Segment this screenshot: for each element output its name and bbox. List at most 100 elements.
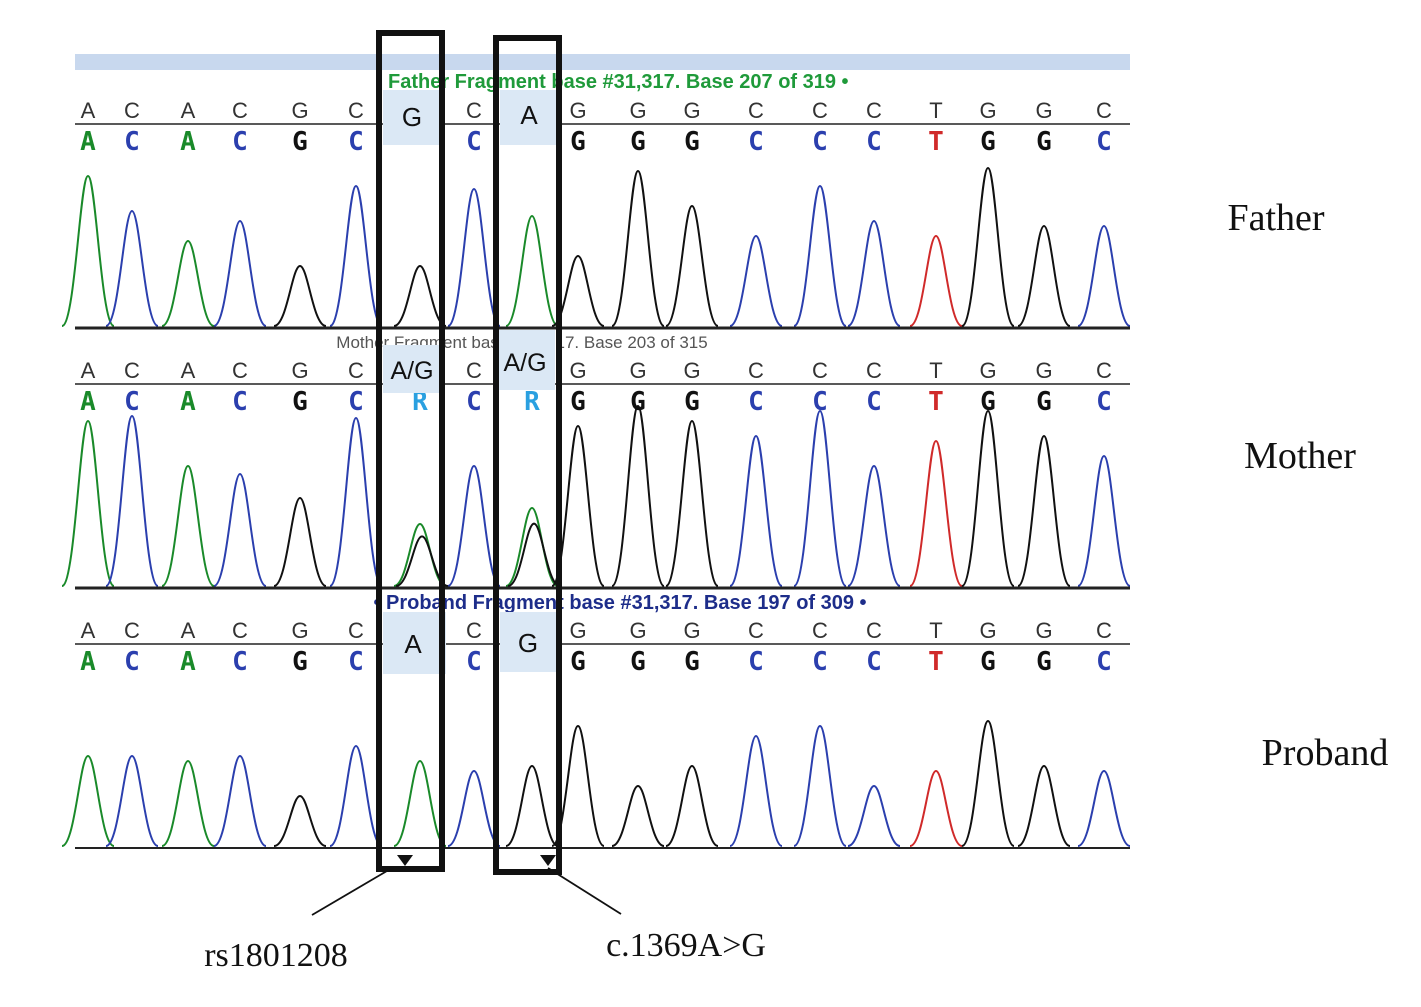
- trace-group: [61, 166, 1131, 847]
- marker-left: [397, 855, 413, 866]
- proband-trace-peak: [909, 769, 963, 847]
- mother-trace-peak: [793, 409, 847, 587]
- proband-called-base: C: [232, 618, 248, 643]
- father-base-letter: G: [570, 127, 586, 157]
- father-base-letter: G: [980, 127, 996, 157]
- father-called-base: G: [979, 98, 996, 123]
- proband-trace-peak: [1077, 769, 1131, 847]
- mother-base-letter: C: [812, 387, 828, 417]
- father-trace-peak: [793, 184, 847, 327]
- father-called-base: G: [291, 98, 308, 123]
- mother-base-letter: C: [1096, 387, 1112, 417]
- father-called-base: C: [1096, 98, 1112, 123]
- mother-base-letter: C: [232, 387, 248, 417]
- proband-trace-peak: [961, 719, 1015, 847]
- mother-base-letter: C: [466, 387, 482, 417]
- mother-base-letter: A: [80, 387, 96, 417]
- proband-call-right: G: [518, 628, 538, 658]
- proband-called-base: T: [929, 618, 942, 643]
- mother-trace-peak: [447, 464, 501, 587]
- father-base-letter: C: [348, 127, 364, 157]
- father-base-letter: C: [866, 127, 882, 157]
- father-called-base: C: [348, 98, 364, 123]
- father-called-base: G: [1035, 98, 1052, 123]
- proband-call-box-left: [383, 612, 446, 674]
- annotation-rs1801208: rs1801208: [204, 937, 348, 974]
- mother-call-right: A/G: [503, 349, 546, 377]
- proband-trace-peak: [505, 764, 559, 847]
- father-called-base: A: [181, 98, 196, 123]
- proband-base-letter: C: [348, 647, 364, 677]
- father-base-letter: C: [232, 127, 248, 157]
- father-trace-peak: [61, 174, 115, 327]
- father-called-base: G: [683, 98, 700, 123]
- mother-trace-peak: [961, 409, 1015, 587]
- mother-trace-peak: [847, 464, 901, 587]
- mother-trace-peak: [729, 434, 783, 587]
- highlight-box-rs1801208: [376, 30, 445, 872]
- label-father: Father: [1227, 197, 1324, 239]
- proband-called-base: G: [629, 618, 646, 643]
- father-trace-peak: [1077, 224, 1131, 327]
- mother-called-base: G: [1035, 358, 1052, 383]
- proband-called-base: G: [569, 618, 586, 643]
- mother-called-base: C: [1096, 358, 1112, 383]
- proband-base-letter: C: [1096, 647, 1112, 677]
- father-base-letter: A: [180, 127, 196, 157]
- mother-base-letter: C: [348, 387, 364, 417]
- proband-called-base: C: [748, 618, 764, 643]
- mother-base-letter: T: [928, 387, 944, 417]
- mother-called-base: G: [629, 358, 646, 383]
- proband-called-base: C: [1096, 618, 1112, 643]
- father-called-base: C: [124, 98, 140, 123]
- mother-trace-peak: [213, 472, 267, 587]
- father-base-letter: C: [466, 127, 482, 157]
- proband-call-box-right: [500, 612, 558, 672]
- mother-called-base: T: [929, 358, 942, 383]
- proband-called-base: C: [124, 618, 140, 643]
- proband-base-letter: G: [630, 647, 646, 677]
- mother-call-box-right: [495, 330, 555, 390]
- father-trace-peak: [909, 234, 963, 327]
- mother-base-letter: C: [866, 387, 882, 417]
- proband-trace-peak: [273, 794, 327, 847]
- proband-trace-peak: [393, 759, 447, 847]
- father-trace-peak: [1017, 224, 1071, 327]
- mother-called-base: G: [291, 358, 308, 383]
- father-trace-peak: [665, 204, 719, 327]
- proband-trace-peak: [611, 784, 665, 847]
- proband-called-base: G: [683, 618, 700, 643]
- mother-base-letter: G: [1036, 387, 1052, 417]
- mother-call-box-left: [383, 345, 441, 393]
- father-base-letter: C: [812, 127, 828, 157]
- mother-trace-peak: [1017, 434, 1071, 587]
- father-call-left: G: [402, 102, 422, 132]
- label-mother: Mother: [1244, 435, 1356, 477]
- proband-base-letter: A: [180, 647, 196, 677]
- mother-base-letter: G: [684, 387, 700, 417]
- proband-trace-peak: [447, 769, 501, 847]
- father-trace-peak: [105, 209, 159, 327]
- mother-called-base: C: [466, 358, 482, 383]
- proband-base-letter: C: [748, 647, 764, 677]
- father-base-letter: C: [748, 127, 764, 157]
- proband-base-letter: C: [866, 647, 882, 677]
- proband-trace-peak: [1017, 764, 1071, 847]
- proband-base-letter: G: [1036, 647, 1052, 677]
- proband-trace-peak: [105, 754, 159, 847]
- father-base-letter: G: [684, 127, 700, 157]
- proband-called-base: G: [979, 618, 996, 643]
- father-base-letter: G: [292, 127, 308, 157]
- father-base-letter: C: [124, 127, 140, 157]
- proband-base-letter: C: [466, 647, 482, 677]
- proband-call-left: A: [404, 629, 422, 659]
- proband-base-letter: G: [980, 647, 996, 677]
- proband-base-letter: A: [80, 647, 96, 677]
- mother-called-base: A: [181, 358, 196, 383]
- top-band: [75, 54, 1130, 70]
- mother-call-left: A/G: [390, 357, 433, 385]
- proband-header: • Proband Fragment base #31,317. Base 19…: [373, 592, 866, 614]
- mother-trace-peak: [551, 424, 605, 587]
- father-base-letter: T: [928, 127, 944, 157]
